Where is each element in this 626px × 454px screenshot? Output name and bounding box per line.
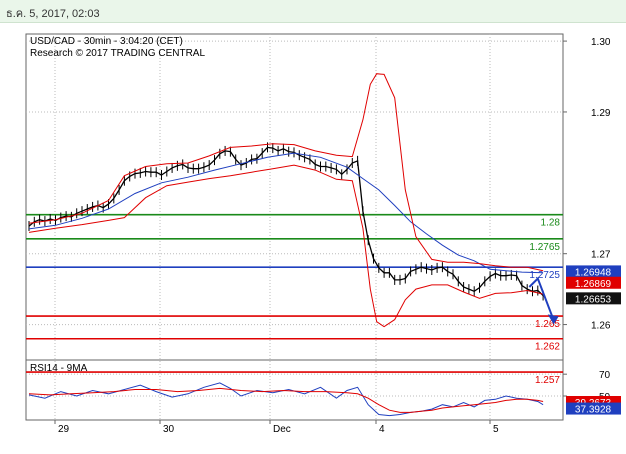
price-tag-bg (566, 276, 621, 289)
rsi-ma-line (28, 387, 544, 413)
price-tag: 1.26948 (575, 267, 612, 278)
level-label: 1.28 (541, 218, 561, 229)
level-label: 1.2725 (529, 270, 560, 281)
rsi-title: RSI14 - 9MA (30, 363, 88, 374)
price-tag-bg (566, 292, 621, 305)
chart-title: USD/CAD - 30min - 3:04:20 (CET) (30, 36, 183, 47)
forecast-arrow-head (547, 314, 559, 325)
main-panel (25, 33, 564, 361)
x-tick-label: 30 (163, 424, 175, 435)
price-tag: 1.26869 (575, 279, 612, 290)
y-tick-label: 1.27 (591, 250, 611, 261)
level-label: 1.265 (535, 319, 560, 330)
y-tick-label: 1.29 (591, 108, 611, 119)
chart-subtitle: Research © 2017 TRADING CENTRAL (30, 48, 205, 59)
y-tick-label: 1.30 (591, 37, 611, 48)
price-tag-bg (566, 265, 621, 278)
x-tick-label: 4 (379, 424, 385, 435)
level-label: 1.2765 (529, 242, 560, 253)
x-tick-label: Dec (273, 424, 291, 435)
price-tag: 1.26653 (575, 294, 612, 305)
level-label: 1.262 (535, 342, 560, 353)
rsi-value-tag-bg (566, 402, 621, 415)
timestamp-text: ธ.ค. 5, 2017, 02:03 (6, 8, 100, 20)
indicator-line (28, 164, 544, 328)
timestamp-bar: ธ.ค. 5, 2017, 02:03 (0, 0, 626, 23)
rsi-value-tag: 37.3928 (575, 405, 612, 416)
indicator-line (28, 73, 544, 272)
x-tick-label: 5 (493, 424, 499, 435)
indicator-line (28, 152, 544, 274)
level-label: 1.257 (535, 375, 560, 386)
forecast-arrow (528, 276, 555, 321)
rsi-panel (25, 359, 564, 421)
y-tick-label: 1.26 (591, 321, 611, 332)
rsi-y-tick-label: 70 (599, 370, 611, 381)
price-line (28, 146, 544, 296)
x-tick-label: 29 (58, 424, 70, 435)
